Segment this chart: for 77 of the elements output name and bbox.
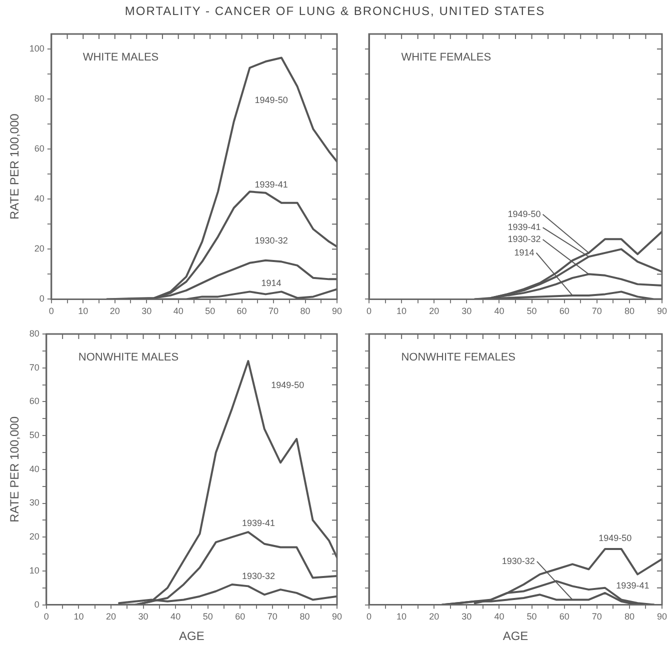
y-tick-label: 50 xyxy=(29,430,40,440)
y-tick-label: 70 xyxy=(29,362,40,372)
y-tick-label: 10 xyxy=(29,565,40,576)
y-tick-label: 60 xyxy=(29,396,40,406)
text: WHITE MALES xyxy=(82,52,159,64)
x-tick-label: 40 xyxy=(494,612,504,622)
x-tick-label: 30 xyxy=(462,306,472,316)
text: 1949-50 xyxy=(508,208,541,219)
text: NONWHITE MALES xyxy=(78,352,179,364)
x-tick-label: 20 xyxy=(110,306,120,316)
x-tick-label: 60 xyxy=(559,612,570,622)
x-tick-label: 0 xyxy=(366,612,372,622)
x-tick-label: 90 xyxy=(332,612,342,622)
x-tick-label: 20 xyxy=(429,612,440,622)
x-axis-title: AGE xyxy=(502,629,528,644)
series-label: 1949-50 xyxy=(271,380,304,390)
y-axis-title: RATE PER 100,000 xyxy=(8,113,22,220)
x-axis-title: AGE xyxy=(179,629,204,644)
x-tick-label: 10 xyxy=(74,612,84,622)
x-tick-label: 60 xyxy=(559,306,570,316)
series-label: 1939-41 xyxy=(242,518,276,528)
text: 1930-32 xyxy=(502,556,535,566)
series-label: 1914 xyxy=(261,278,282,288)
y-tick-label: 20 xyxy=(29,532,40,542)
series-label: 1949-50 xyxy=(254,94,288,105)
series-label: 1930-32 xyxy=(242,570,276,581)
y-tick-label: 40 xyxy=(29,464,40,474)
x-tick-label: 50 xyxy=(526,612,537,622)
x-tick-label: 10 xyxy=(78,306,88,316)
x-tick-label: 90 xyxy=(332,306,342,316)
x-tick-label: 90 xyxy=(656,306,667,316)
x-tick-label: 20 xyxy=(106,612,116,622)
y-tick-label: 80 xyxy=(34,94,44,104)
x-tick-label: 10 xyxy=(396,612,407,622)
x-tick-label: 50 xyxy=(205,306,216,316)
x-tick-label: 0 xyxy=(48,306,54,316)
y-tick-label: 0 xyxy=(39,294,44,304)
y-tick-label: 100 xyxy=(29,43,44,54)
x-tick-label: 40 xyxy=(494,306,504,316)
x-tick-label: 30 xyxy=(142,306,152,316)
text: 1914 xyxy=(514,247,534,258)
x-tick-label: 70 xyxy=(267,612,278,622)
x-tick-label: 80 xyxy=(624,306,634,316)
x-tick-label: 0 xyxy=(366,306,372,316)
x-tick-label: 80 xyxy=(300,612,310,622)
x-tick-label: 20 xyxy=(429,306,440,316)
x-tick-label: 70 xyxy=(592,612,602,622)
x-tick-label: 50 xyxy=(526,306,537,316)
y-tick-label: 80 xyxy=(29,328,40,338)
y-tick-label: 20 xyxy=(34,244,44,254)
x-tick-label: 70 xyxy=(268,306,279,316)
y-tick-label: 60 xyxy=(34,144,44,154)
x-tick-label: 60 xyxy=(235,612,246,622)
x-tick-label: 80 xyxy=(624,612,634,622)
series-label: 1949-50 xyxy=(598,532,632,543)
y-tick-label: 40 xyxy=(34,194,44,204)
chart-title: MORTALITY - CANCER OF LUNG & BRONCHUS, UNITED STATES xyxy=(124,4,546,18)
y-tick-label: 0 xyxy=(34,599,40,610)
x-tick-label: 30 xyxy=(462,612,472,622)
text: WHITE FEMALES xyxy=(401,52,492,64)
x-tick-label: 10 xyxy=(396,306,407,316)
series-label: 1930-32 xyxy=(254,235,288,246)
x-tick-label: 90 xyxy=(656,612,667,622)
series-label: 1939-41 xyxy=(254,180,288,190)
x-tick-label: 40 xyxy=(173,306,184,316)
x-tick-label: 80 xyxy=(300,306,310,316)
y-axis-title: RATE PER 100,000 xyxy=(8,416,22,522)
series-label: 1939-41 xyxy=(616,580,650,590)
text: 1930-32 xyxy=(508,234,541,244)
y-tick-label: 30 xyxy=(29,498,40,508)
text: NONWHITE FEMALES xyxy=(401,352,516,364)
x-tick-label: 70 xyxy=(592,306,602,316)
x-tick-label: 60 xyxy=(236,306,247,316)
x-tick-label: 50 xyxy=(202,612,213,622)
x-tick-label: 40 xyxy=(170,612,181,622)
text: 1939-41 xyxy=(508,222,541,232)
x-tick-label: 30 xyxy=(138,612,148,622)
